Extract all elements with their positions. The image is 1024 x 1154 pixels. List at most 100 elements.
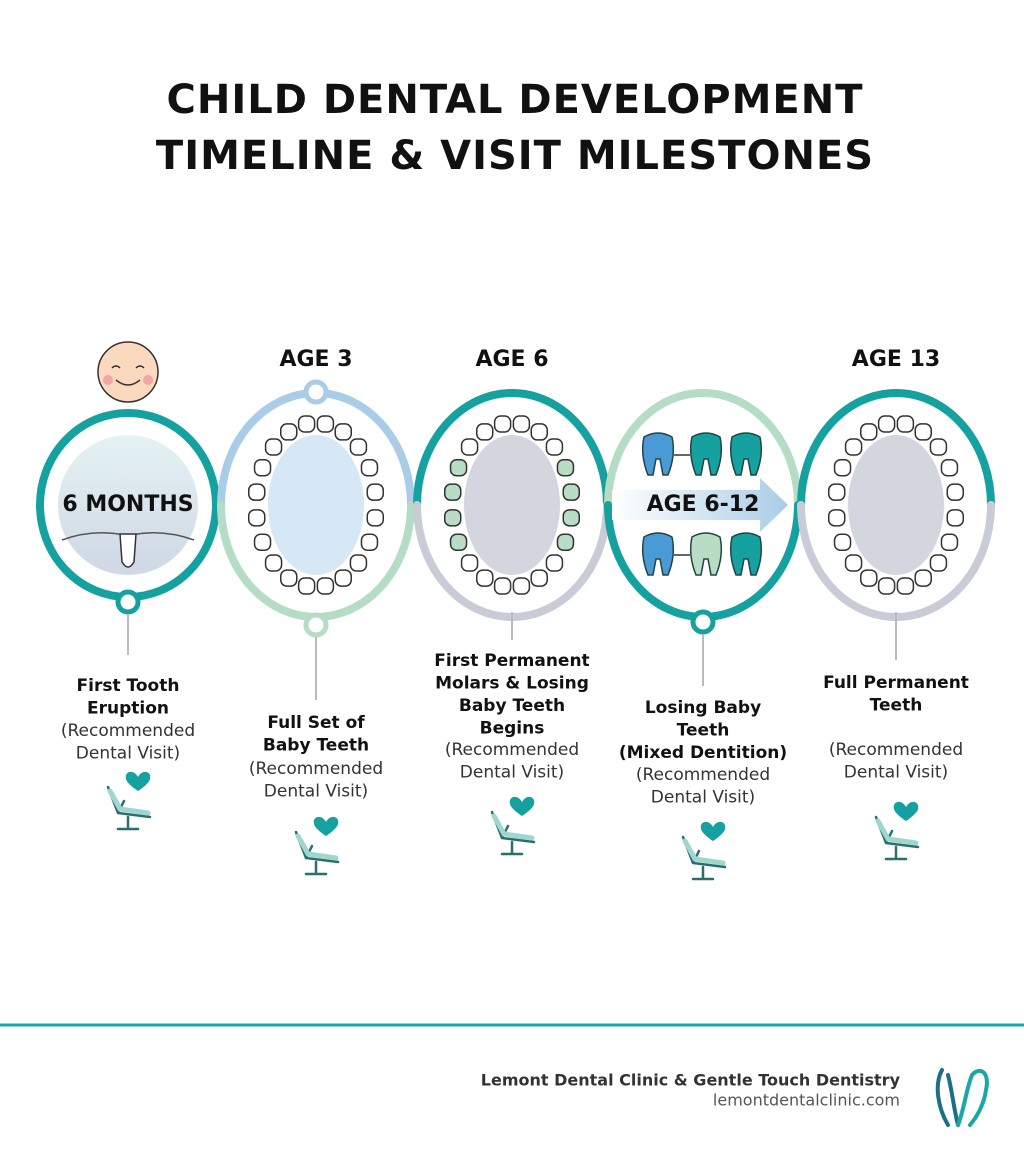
tooth [360, 459, 379, 477]
tooth-icon [689, 432, 723, 476]
title-line: TIMELINE & VISIT MILESTONES [156, 133, 874, 179]
logo [935, 1068, 989, 1127]
milestone-line: Teeth [870, 696, 923, 716]
title-line: CHILD DENTAL DEVELOPMENT [167, 77, 864, 123]
heart [893, 801, 919, 821]
tooth [334, 569, 352, 587]
visit-note: Dental Visit) [651, 788, 755, 808]
milestone-line: Eruption [87, 699, 169, 719]
tooth [460, 554, 479, 572]
tooth-icon [729, 432, 763, 476]
tooth [914, 569, 932, 587]
dental-chair-icon [874, 801, 920, 861]
baby-eyes [111, 365, 145, 369]
tooth [264, 438, 283, 456]
tooth [316, 415, 335, 433]
milestone-line: (Mixed Dentition) [619, 743, 787, 763]
milestone-line: Losing Baby [645, 698, 761, 718]
milestone-line: First Tooth [77, 676, 180, 696]
tooth [530, 569, 548, 587]
stage-label: AGE 13 [852, 347, 940, 372]
milestone-line: First Permanent [434, 651, 589, 671]
dental-chair-icon [681, 821, 727, 881]
chair-seat [491, 813, 535, 841]
tooth [860, 569, 878, 587]
milestone-line: Molars & Losing [435, 674, 589, 694]
tooth [827, 483, 846, 501]
visit-note: Dental Visit) [844, 763, 948, 783]
ring-top [797, 389, 995, 509]
baby-cheek [103, 375, 113, 385]
chair-seat [107, 788, 151, 816]
visit-note: (Recommended [249, 759, 383, 779]
first-tooth [119, 533, 137, 568]
tooth [844, 554, 863, 572]
ring-top [604, 389, 802, 509]
tooth [556, 459, 575, 477]
chair-seat [682, 838, 726, 866]
baby-cheek [143, 375, 153, 385]
tooth [280, 423, 298, 441]
milestone-line: Baby Teeth [459, 696, 565, 716]
tooth [914, 423, 932, 441]
gum-circle [58, 435, 198, 575]
baby-smile [115, 379, 141, 386]
tooth [562, 509, 581, 527]
stage-label: AGE 6-12 [647, 492, 760, 517]
milestone-line: Full Permanent [823, 673, 969, 693]
chair-seat [295, 833, 339, 861]
age-arrow [612, 478, 788, 532]
dental-chair-icon [294, 816, 340, 876]
small-arrow [674, 454, 690, 556]
tooth [449, 533, 468, 551]
tooth [940, 459, 959, 477]
tooth [443, 483, 462, 501]
tooth [460, 438, 479, 456]
tooth [556, 533, 575, 551]
tooth [562, 483, 581, 501]
milestone-line: Teeth [677, 721, 730, 741]
tooth [940, 533, 959, 551]
dental-chair-icon [490, 796, 536, 856]
tooth [877, 577, 896, 595]
tooth [349, 438, 368, 456]
heart [700, 821, 726, 841]
tooth [493, 577, 512, 595]
footer-clinic: Lemont Dental Clinic & Gentle Touch Dent… [481, 1071, 901, 1090]
tooth [844, 438, 863, 456]
tooth [896, 415, 915, 433]
visit-note: (Recommended [445, 740, 579, 760]
timeline-node [303, 612, 329, 638]
tooth [833, 533, 852, 551]
tooth-arch [443, 415, 581, 595]
tooth-icon [729, 532, 763, 576]
tooth [493, 415, 512, 433]
tooth [449, 459, 468, 477]
chair-seat [875, 818, 919, 846]
tooth [545, 438, 564, 456]
timeline-node [115, 589, 141, 615]
tooth [530, 423, 548, 441]
visit-note: Dental Visit) [264, 782, 368, 802]
tooth-icon [641, 432, 675, 476]
palate [268, 435, 364, 575]
stage-label: 6 MONTHS [62, 492, 193, 517]
timeline-node [690, 609, 716, 635]
tooth [334, 423, 352, 441]
milestone-line: Begins [480, 719, 545, 739]
tooth-arch [247, 415, 385, 595]
tooth [512, 415, 531, 433]
tooth [297, 415, 316, 433]
tooth [264, 554, 283, 572]
heart [509, 796, 535, 816]
timeline-node [303, 379, 329, 405]
tooth [360, 533, 379, 551]
tooth [247, 509, 266, 527]
visit-note: Dental Visit) [76, 744, 180, 764]
tooth [833, 459, 852, 477]
dental-chair-icon [106, 771, 152, 831]
heart [125, 771, 151, 791]
tooth [860, 423, 878, 441]
heart [313, 816, 339, 836]
